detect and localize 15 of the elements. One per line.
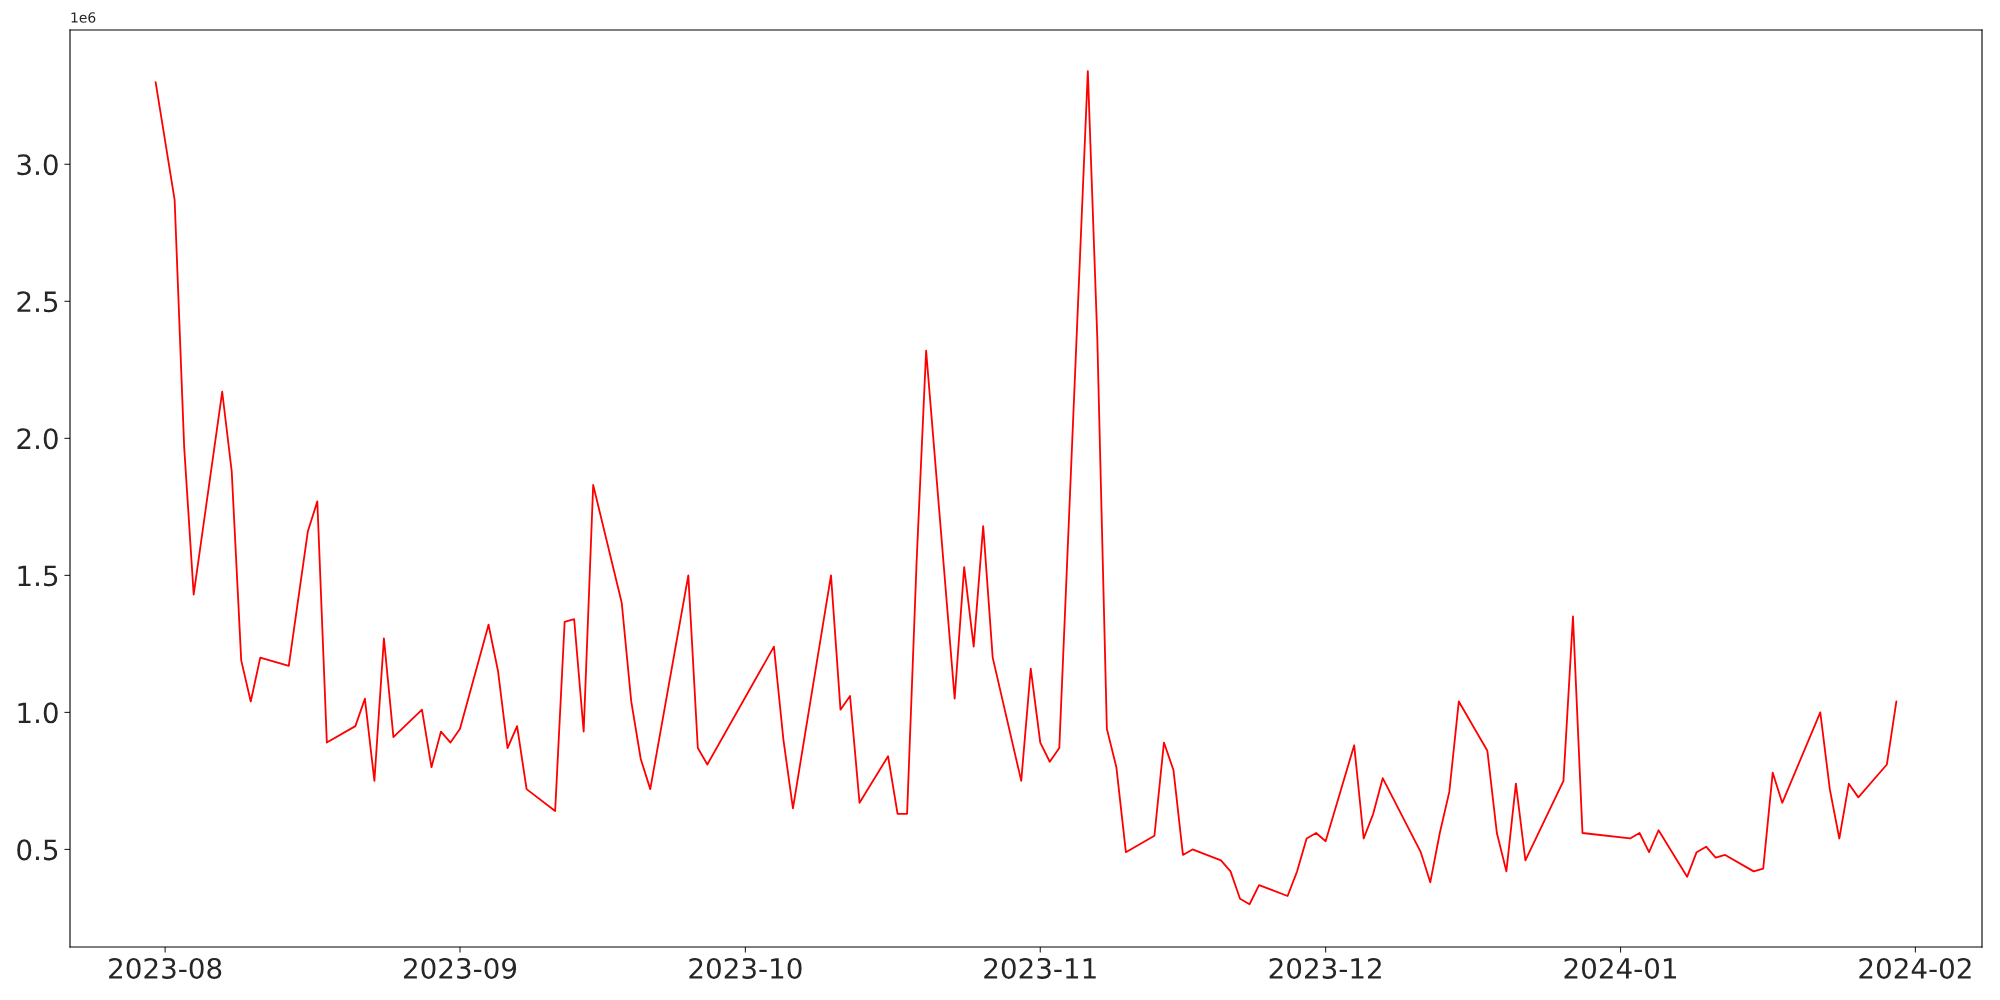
text: 1e6	[71, 12, 96, 23]
x-tick-label: 2023-10	[689, 957, 802, 979]
y-tick-label: 2.0	[17, 428, 58, 450]
x-tick-label: 2023-11	[984, 957, 1096, 979]
x-tick-label: 2023-08	[109, 957, 222, 979]
y-tick-label: 0.5	[17, 839, 58, 861]
y-tick-label: 2.5	[17, 291, 58, 313]
x-tick-label: 2023-12	[1269, 957, 1381, 979]
x-tick-label: 2023-09	[404, 957, 517, 979]
y-tick-label: 1.0	[18, 702, 58, 724]
y-tick-label: 1.5	[18, 565, 58, 587]
x-tick-label: 2024-02	[1859, 957, 1971, 979]
line-series	[154, 70, 1898, 906]
y-tick-label: 3.0	[17, 154, 58, 176]
x-tick-label: 2024-01	[1564, 957, 1676, 979]
